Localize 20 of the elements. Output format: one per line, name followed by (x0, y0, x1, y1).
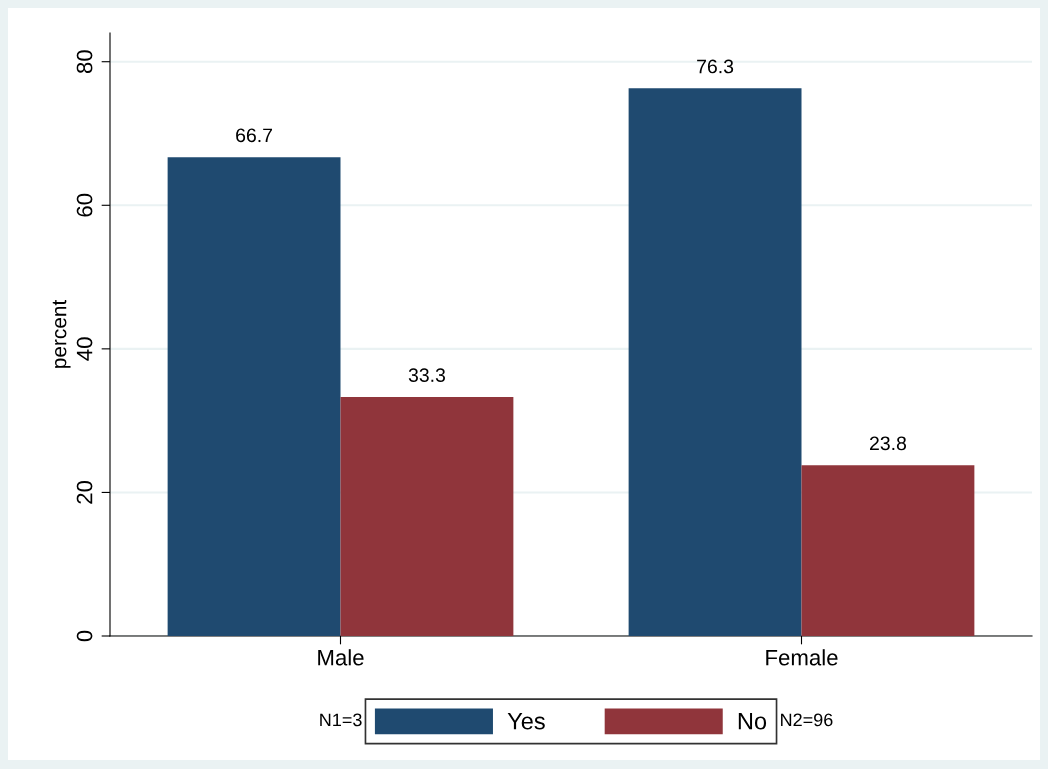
x-tick-label: Female (766, 649, 838, 666)
y-tick-label: 40 (76, 337, 93, 361)
text: N2=96 (781, 713, 833, 727)
y-tick-label: 0 (76, 630, 93, 642)
data-label: 23.8 (870, 436, 907, 451)
data-label: 33.3 (408, 368, 446, 382)
x-tick-label: Male (318, 649, 364, 666)
bar (628, 88, 802, 636)
y-tick-label: 20 (76, 480, 93, 504)
data-label: 66.7 (236, 128, 273, 143)
y-axis-title: percent (52, 299, 71, 368)
data-label: 76.3 (697, 59, 734, 74)
y-tick-label: 60 (76, 193, 93, 217)
y-tick-label: 80 (76, 50, 93, 74)
bar (167, 157, 341, 636)
bar (340, 396, 514, 636)
legend-label: No (738, 713, 767, 730)
text: N1=3 (320, 713, 362, 727)
legend-label: Yes (507, 713, 545, 730)
bar (801, 465, 975, 636)
